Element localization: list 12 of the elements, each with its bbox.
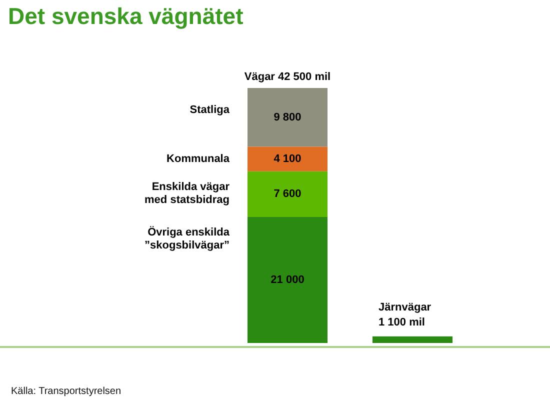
total-label: Järnvägar 1 100 mil <box>378 301 432 328</box>
data-label: 4 100 <box>274 153 302 166</box>
data-label: 21 000 <box>270 274 304 286</box>
series-label: Enskilda vägar med statsbidrag <box>144 180 230 206</box>
chart-title: Det svenska vägnätet <box>8 3 244 30</box>
total-label: Vägar 42 500 mil <box>244 71 331 83</box>
series-label: Övriga enskilda ”skogsbilvägar” <box>144 226 230 252</box>
series-label: Kommunala <box>166 153 230 166</box>
data-label: 9 800 <box>274 111 302 124</box>
data-label: 7 600 <box>274 188 302 200</box>
text: Källa: Transportstyrelsen <box>11 386 122 397</box>
series-label: Statliga <box>190 104 230 116</box>
